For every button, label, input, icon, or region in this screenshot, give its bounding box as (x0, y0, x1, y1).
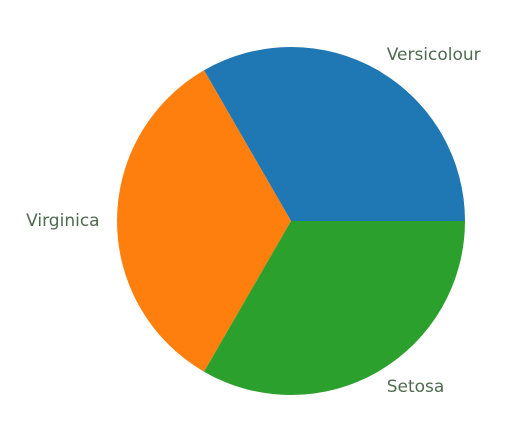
pie-label-setosa: Setosa (387, 377, 445, 397)
pie-slice-setosa (204, 221, 465, 396)
pie-slices (116, 46, 465, 396)
pie-labels: Versicolour Virginica Setosa (26, 45, 481, 397)
pie-label-virginica: Virginica (26, 211, 99, 231)
pie-label-versicolour: Versicolour (387, 45, 481, 65)
pie-slice-virginica (116, 70, 291, 372)
pie-slice-versicolour (204, 46, 465, 221)
